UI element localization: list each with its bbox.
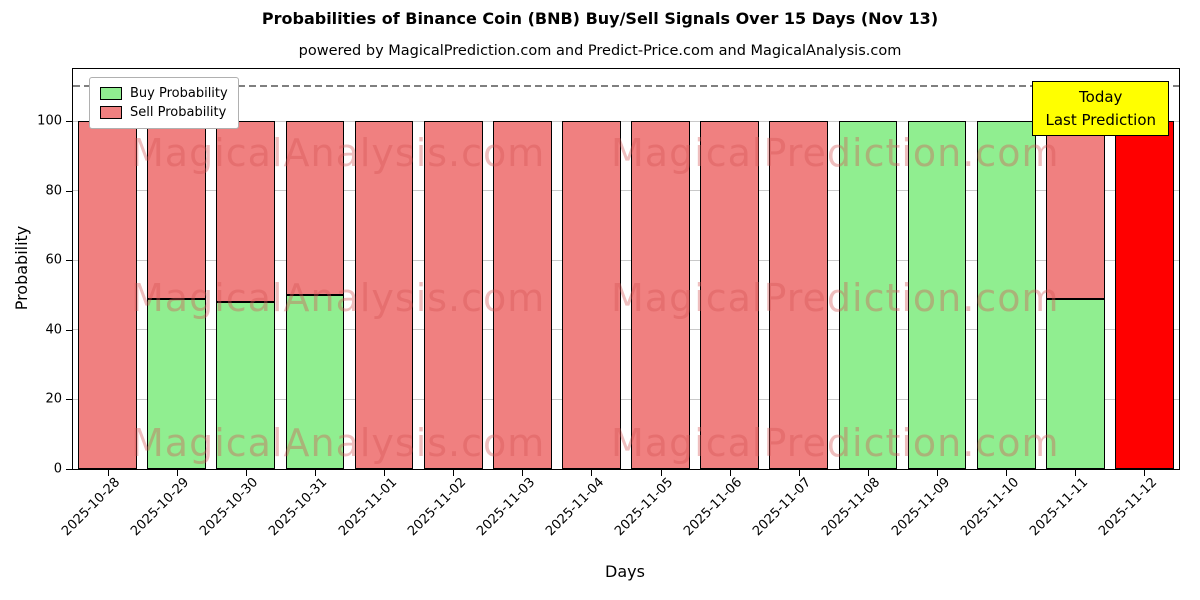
x-tick-label: 2025-11-01 <box>335 475 400 540</box>
bar-segment-buy <box>1045 298 1105 469</box>
x-tick-mark <box>1006 470 1008 476</box>
x-tick-label: 2025-11-10 <box>957 475 1022 540</box>
x-tick-label: 2025-11-02 <box>404 475 469 540</box>
bar-segment-buy <box>147 298 207 469</box>
watermark-text: MagicalAnalysis.com <box>131 421 546 465</box>
x-tick-mark <box>798 470 800 476</box>
x-tick-label: 2025-11-12 <box>1096 475 1161 540</box>
x-tick-label: 2025-11-04 <box>543 475 608 540</box>
x-tick-label: 2025-11-05 <box>612 475 677 540</box>
plot-area: Buy Probability Sell Probability Today L… <box>72 68 1180 470</box>
bar-segment-buy <box>285 295 345 469</box>
x-tick-mark <box>660 470 662 476</box>
bar-segment-sell <box>631 121 690 469</box>
legend-label-sell: Sell Probability <box>130 105 227 120</box>
y-tick-label: 0 <box>53 461 62 477</box>
bar-segment-sell <box>700 121 760 469</box>
y-tick-mark <box>66 399 72 401</box>
x-tick-mark <box>522 470 524 476</box>
watermark-text: MagicalPrediction.com <box>611 131 1060 175</box>
bar-segment-buy <box>216 302 276 469</box>
bar-segment-sell <box>562 121 621 469</box>
x-tick-label: 2025-11-11 <box>1026 475 1091 540</box>
y-gridline <box>73 398 1179 400</box>
y-tick-label: 60 <box>45 252 62 268</box>
x-tick-label: 2025-10-28 <box>59 475 124 540</box>
y-gridline <box>73 329 1179 331</box>
y-gridline <box>73 259 1179 261</box>
x-tick-label: 2025-11-07 <box>750 475 815 540</box>
bar-segment-sell <box>78 121 137 469</box>
legend-swatch-sell-icon <box>100 106 122 119</box>
watermark-text: MagicalAnalysis.com <box>131 276 546 320</box>
y-tick-mark <box>66 121 72 123</box>
y-tick-label: 40 <box>45 322 62 338</box>
bar-segment-sell <box>216 121 276 303</box>
y-gridline <box>73 120 1179 122</box>
y-tick-label: 20 <box>45 391 62 407</box>
x-tick-mark <box>107 470 109 476</box>
bar-segment-sell <box>423 121 483 469</box>
bar-segment-sell <box>285 121 345 296</box>
x-tick-label: 2025-11-09 <box>888 475 953 540</box>
bar-segment-sell <box>147 121 207 299</box>
y-tick-mark <box>66 260 72 262</box>
legend-item-buy: Buy Probability <box>100 84 228 103</box>
x-tick-mark <box>314 470 316 476</box>
bar-today <box>1115 121 1174 469</box>
y-tick-mark <box>66 190 72 192</box>
x-tick-label: 2025-10-29 <box>128 475 193 540</box>
watermark-text: MagicalPrediction.com <box>611 421 1060 465</box>
watermark-text: MagicalPrediction.com <box>611 276 1060 320</box>
legend-swatch-buy-icon <box>100 87 122 100</box>
bar-segment-sell <box>769 121 829 469</box>
x-tick-label: 2025-10-30 <box>197 475 262 540</box>
x-axis-label: Days <box>605 562 645 581</box>
x-tick-mark <box>176 470 178 476</box>
x-tick-label: 2025-11-06 <box>681 475 746 540</box>
bar-segment-buy <box>907 121 967 469</box>
bar-segment-sell <box>492 121 552 469</box>
y-tick-label: 80 <box>45 183 62 199</box>
y-gridline <box>73 190 1179 192</box>
x-tick-mark <box>867 470 869 476</box>
legend: Buy Probability Sell Probability <box>89 77 239 129</box>
today-annotation-line2: Last Prediction <box>1045 110 1156 129</box>
x-tick-mark <box>1075 470 1077 476</box>
x-tick-mark <box>729 470 731 476</box>
bar-segment-sell <box>1045 121 1105 299</box>
x-tick-mark <box>384 470 386 476</box>
x-tick-mark <box>453 470 455 476</box>
x-tick-label: 2025-11-08 <box>819 475 884 540</box>
watermark-text: MagicalAnalysis.com <box>131 131 546 175</box>
x-tick-label: 2025-10-31 <box>266 475 331 540</box>
bar-segment-buy <box>976 121 1036 469</box>
bar-segment-sell <box>354 121 414 469</box>
x-tick-mark <box>591 470 593 476</box>
x-tick-label: 2025-11-03 <box>473 475 538 540</box>
y-tick-mark <box>66 329 72 331</box>
x-tick-mark <box>245 470 247 476</box>
x-tick-mark <box>1144 470 1146 476</box>
threshold-dashed-line <box>73 85 1179 88</box>
today-annotation-line1: Today <box>1079 88 1123 106</box>
legend-label-buy: Buy Probability <box>130 86 228 101</box>
legend-item-sell: Sell Probability <box>100 103 228 122</box>
chart-subtitle: powered by MagicalPrediction.com and Pre… <box>298 43 902 59</box>
y-tick-label: 100 <box>37 113 62 129</box>
y-tick-mark <box>66 469 72 470</box>
x-tick-mark <box>937 470 939 476</box>
chart-title: Probabilities of Binance Coin (BNB) Buy/… <box>261 9 939 28</box>
bar-segment-buy <box>838 121 898 469</box>
today-annotation: Today Last Prediction <box>1032 81 1169 136</box>
